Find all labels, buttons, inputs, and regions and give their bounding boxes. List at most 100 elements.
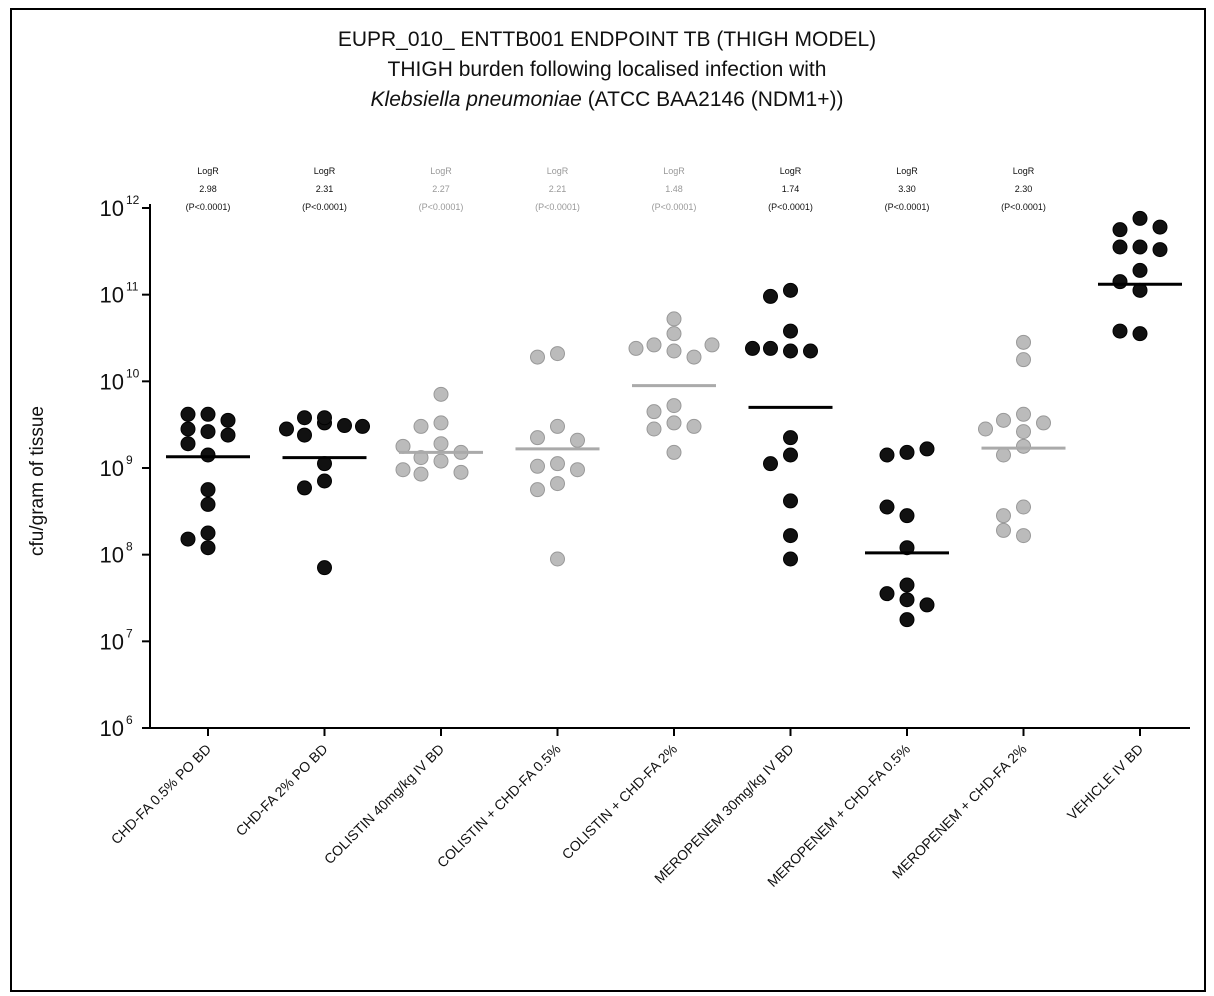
data-point (570, 462, 585, 478)
data-point (413, 466, 429, 482)
data-point (1112, 222, 1128, 238)
data-point (200, 496, 216, 512)
data-point (783, 447, 798, 463)
logr-annotation: 3.30 (898, 184, 916, 194)
logr-annotation: 2.98 (199, 184, 217, 194)
logr-annotation: (P<0.0001) (535, 202, 580, 212)
x-category-label: COLISTIN 40mg/kg IV BD (321, 741, 447, 867)
data-point (200, 447, 216, 463)
data-point (220, 427, 236, 443)
data-point (978, 421, 993, 437)
data-point (745, 340, 760, 356)
y-tick-exponent: 12 (126, 193, 140, 207)
data-point (1016, 528, 1031, 544)
data-point (1132, 262, 1148, 278)
logr-annotation: (P<0.0001) (419, 202, 464, 212)
data-point (1112, 239, 1128, 255)
data-point (550, 346, 565, 362)
data-point (337, 418, 352, 434)
organism-name: Klebsiella pneumoniae (370, 88, 582, 111)
data-point (783, 493, 798, 509)
y-tick-exponent: 10 (126, 366, 140, 380)
data-point (530, 430, 545, 446)
x-category-label: MEROPENEM 30mg/kg IV BD (651, 741, 797, 887)
y-tick-label: 10 (100, 543, 124, 568)
data-point (666, 444, 682, 460)
data-point (686, 349, 702, 365)
data-point (996, 522, 1011, 538)
data-point (279, 421, 294, 437)
data-point (180, 436, 196, 452)
data-point (200, 406, 216, 422)
data-point (666, 311, 682, 327)
x-category-label: VEHICLE IV BD (1064, 741, 1146, 823)
data-point (180, 531, 196, 547)
data-point (433, 436, 449, 452)
x-category-label: MEROPENEM + CHD-FA 2% (889, 741, 1030, 882)
data-point (550, 551, 565, 567)
logr-annotation: 2.31 (316, 184, 334, 194)
y-tick-label: 10 (100, 716, 124, 741)
data-point (879, 447, 895, 463)
data-point (1016, 334, 1031, 350)
data-point (783, 343, 798, 359)
data-point (413, 418, 429, 434)
data-point (763, 288, 778, 304)
data-point (919, 441, 935, 457)
logr-annotation: 1.74 (782, 184, 800, 194)
data-point (646, 337, 662, 353)
logr-annotation: LogR (197, 166, 219, 176)
data-point (666, 343, 682, 359)
x-category-label: CHD-FA 2% PO BD (232, 741, 330, 839)
data-point (1036, 415, 1051, 431)
data-point (530, 482, 545, 498)
y-tick-exponent: 9 (126, 453, 133, 467)
data-point (1016, 424, 1031, 440)
data-point (899, 444, 915, 460)
data-point (180, 421, 196, 437)
chart-title-line-1: EUPR_010_ ENTTB001 ENDPOINT TB (THIGH MO… (337, 28, 877, 51)
data-point (646, 404, 662, 420)
data-point (530, 458, 545, 474)
data-point (783, 528, 798, 544)
data-point (395, 462, 411, 478)
data-point (1152, 219, 1168, 235)
data-point (899, 540, 915, 556)
data-point (200, 482, 216, 498)
data-point (763, 340, 778, 356)
data-point (666, 326, 682, 342)
data-point (763, 456, 778, 472)
data-point (297, 410, 312, 426)
data-point (803, 343, 818, 359)
logr-annotation: LogR (663, 166, 685, 176)
logr-annotation: (P<0.0001) (768, 202, 813, 212)
data-point (550, 456, 565, 472)
chart-title-line-2: THIGH burden following localised infecti… (387, 58, 827, 81)
chart-title-line-3: Klebsiella pneumoniae (ATCC BAA2146 (NDM… (0, 88, 1214, 112)
data-point (879, 586, 895, 602)
logr-annotation: LogR (547, 166, 569, 176)
logr-annotation: LogR (1013, 166, 1035, 176)
data-point (919, 597, 935, 613)
x-category-label: CHD-FA 0.5% PO BD (108, 741, 214, 847)
logr-annotation: (P<0.0001) (652, 202, 697, 212)
y-tick-label: 10 (100, 283, 124, 308)
data-point (996, 447, 1011, 463)
data-point (530, 349, 545, 365)
data-point (200, 525, 216, 541)
logr-annotation: 2.21 (549, 184, 567, 194)
data-point (1016, 352, 1031, 368)
y-tick-exponent: 6 (126, 713, 133, 727)
data-point (899, 508, 915, 524)
data-point (783, 551, 798, 567)
data-point (666, 398, 682, 414)
data-point (220, 412, 236, 428)
data-point (783, 282, 798, 298)
logr-annotation: LogR (430, 166, 452, 176)
x-category-label: COLISTIN + CHD-FA 0.5% (434, 741, 564, 871)
logr-annotation: (P<0.0001) (186, 202, 231, 212)
data-point (433, 386, 449, 402)
data-point (1152, 242, 1168, 258)
data-point (666, 415, 682, 431)
